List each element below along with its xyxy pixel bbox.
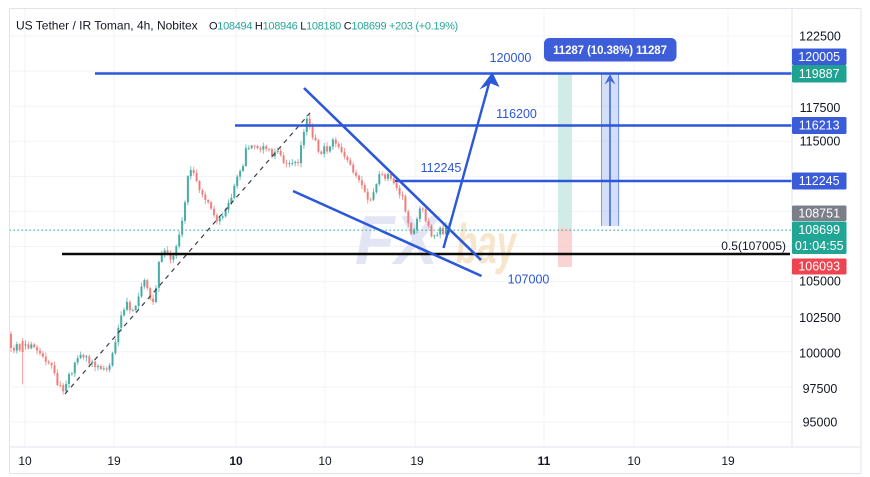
svg-text:10: 10: [627, 454, 641, 468]
svg-text:US Tether / IR Toman, 4h, Nobi: US Tether / IR Toman, 4h, Nobitex: [16, 18, 198, 32]
svg-text:115000: 115000: [800, 135, 841, 149]
svg-text:116213: 116213: [799, 119, 840, 133]
svg-text:108699: 108699: [798, 223, 840, 237]
svg-text:102500: 102500: [799, 311, 841, 325]
svg-text:19: 19: [721, 454, 735, 468]
svg-text:11: 11: [538, 454, 551, 468]
svg-text:11287 (10.38%) 11287: 11287 (10.38%) 11287: [553, 45, 667, 57]
svg-text:bay: bay: [456, 212, 518, 275]
svg-text:120005: 120005: [798, 50, 840, 64]
svg-text:97500: 97500: [803, 382, 838, 396]
svg-text:117500: 117500: [800, 101, 841, 115]
svg-text:O108494 H108946 L108180 C10869: O108494 H108946 L108180 C108699 +203 (+0…: [209, 20, 458, 32]
svg-text:112245: 112245: [421, 161, 462, 175]
svg-text:95000: 95000: [803, 415, 838, 429]
svg-text:105000: 105000: [799, 274, 841, 288]
svg-text:122500: 122500: [799, 29, 841, 43]
svg-text:10: 10: [229, 454, 243, 468]
svg-text:10: 10: [318, 454, 332, 468]
svg-text:10: 10: [18, 454, 32, 468]
svg-text:100000: 100000: [799, 346, 841, 360]
svg-text:116200: 116200: [496, 107, 537, 121]
svg-text:19: 19: [107, 454, 121, 468]
svg-text:108751: 108751: [798, 206, 840, 220]
svg-text:119887: 119887: [799, 67, 840, 81]
svg-text:106093: 106093: [798, 260, 840, 274]
svg-text:FX: FX: [355, 201, 442, 279]
svg-text:19: 19: [410, 454, 424, 468]
svg-text:01:04:55: 01:04:55: [795, 239, 844, 253]
svg-text:120000: 120000: [490, 51, 532, 65]
svg-text:107000: 107000: [508, 273, 550, 287]
svg-text:112245: 112245: [799, 174, 840, 188]
svg-text:0.5(107005): 0.5(107005): [721, 239, 786, 253]
